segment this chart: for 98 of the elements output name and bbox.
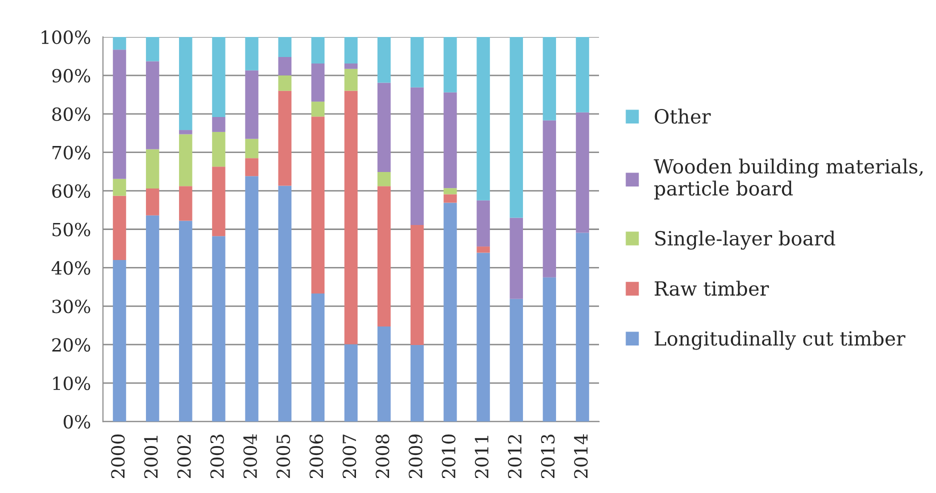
- x-tick-label: 2006: [310, 434, 324, 478]
- bar: [278, 75, 292, 91]
- bar: [476, 36, 490, 200]
- bar: [542, 120, 556, 278]
- bar: [311, 36, 325, 64]
- bar: [146, 188, 160, 216]
- bar: [179, 130, 192, 134]
- bar: [112, 178, 126, 196]
- bar: [179, 186, 192, 221]
- bar: [278, 90, 292, 186]
- y-tick-label: 50%: [52, 222, 90, 236]
- bar: [476, 246, 490, 253]
- bar: [112, 196, 126, 260]
- bar: [212, 36, 226, 117]
- bar: [444, 194, 457, 203]
- bar: [112, 36, 126, 50]
- bar: [444, 92, 457, 188]
- x-tick-label: 2004: [243, 434, 258, 478]
- bar: [410, 225, 424, 345]
- bar: [146, 149, 160, 188]
- bar: [476, 200, 490, 247]
- bar: [377, 326, 391, 422]
- bar: [245, 138, 258, 158]
- y-tick-label: 80%: [52, 107, 90, 121]
- bar: [245, 70, 258, 139]
- y-tick-label: 40%: [52, 261, 90, 275]
- bar: [476, 252, 490, 422]
- x-tick-label: 2011: [474, 436, 489, 478]
- x-tick-label: 2001: [144, 436, 158, 478]
- y-tick-label: 0%: [64, 414, 90, 429]
- bar: [278, 36, 292, 57]
- bar: [377, 36, 391, 83]
- bar: [146, 215, 160, 422]
- bar: [410, 36, 424, 88]
- y-tick-label: 70%: [52, 146, 90, 160]
- bar: [311, 116, 325, 294]
- legend-label: Longitudinally cut timber: [654, 330, 906, 350]
- bar: [278, 56, 292, 76]
- bar: [278, 186, 292, 422]
- x-tick-label: 2007: [342, 434, 356, 478]
- legend-label: Wooden building materials, particle board: [654, 158, 923, 200]
- bar: [245, 158, 258, 176]
- x-tick-label: 2010: [442, 434, 456, 478]
- y-tick-label: 90%: [52, 68, 90, 83]
- bar: [444, 202, 457, 422]
- bar: [311, 293, 325, 422]
- bar: [112, 260, 126, 422]
- bar: [344, 64, 358, 69]
- bar: [344, 36, 358, 64]
- x-tick-label: 2009: [408, 434, 422, 478]
- bar: [444, 36, 457, 92]
- bar: [179, 220, 192, 422]
- bar: [245, 36, 258, 70]
- bar: [212, 236, 226, 422]
- bar: [212, 116, 226, 132]
- y-tick-label: 60%: [52, 184, 90, 198]
- bar: [510, 298, 523, 422]
- bar: [410, 87, 424, 226]
- bar: [311, 102, 325, 117]
- bar: [542, 277, 556, 422]
- bar: [146, 36, 160, 62]
- legend-label: Other: [654, 108, 711, 124]
- bar: [510, 218, 523, 299]
- bar: [212, 166, 226, 236]
- bar: [179, 36, 192, 130]
- bar: [576, 232, 590, 422]
- legend-label: Single-layer board: [655, 230, 836, 250]
- x-tick-label: 2005: [276, 434, 290, 478]
- x-tick-label: 2012: [508, 435, 522, 478]
- bar: [344, 344, 358, 422]
- bar: [344, 68, 358, 91]
- y-tick-label: 30%: [52, 300, 90, 314]
- bar: [377, 172, 391, 186]
- x-tick-label: 2000: [111, 434, 125, 478]
- bar: [212, 132, 226, 167]
- bar: [112, 50, 126, 179]
- y-tick-label: 100%: [42, 30, 90, 44]
- bar: [542, 36, 556, 120]
- bar: [444, 188, 457, 194]
- bar: [311, 64, 325, 102]
- x-tick-label: 2013: [541, 434, 555, 478]
- bar: [510, 36, 523, 218]
- bar: [344, 90, 358, 344]
- bar: [377, 186, 391, 327]
- bar: [377, 82, 391, 172]
- x-tick-label: 2003: [210, 434, 224, 478]
- x-tick-label: 2008: [376, 434, 390, 478]
- x-tick-label: 2002: [177, 435, 191, 478]
- legend-label: Raw timber: [654, 280, 769, 296]
- y-tick-label: 10%: [53, 376, 90, 390]
- bar: [245, 176, 258, 422]
- y-tick-label: 20%: [52, 338, 90, 352]
- bar: [179, 134, 192, 186]
- bar: [146, 61, 160, 150]
- bar: [410, 344, 424, 422]
- x-tick-label: 2014: [574, 434, 588, 478]
- bar: [576, 112, 590, 233]
- bar: [576, 36, 590, 112]
